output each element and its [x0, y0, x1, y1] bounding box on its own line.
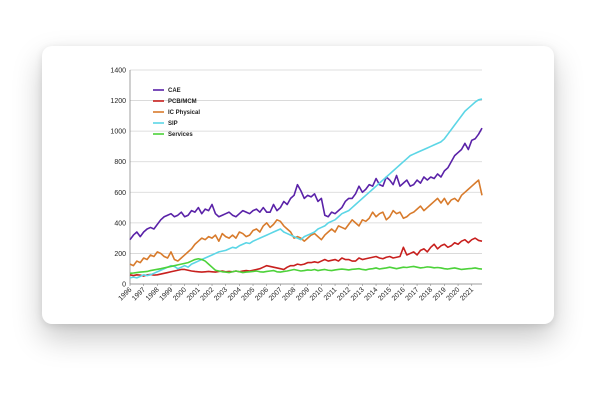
- x-tick-label: 2021: [459, 286, 475, 302]
- x-tick-label: 2012: [336, 286, 352, 302]
- x-tick-label: 1998: [145, 286, 161, 302]
- series-line-cae: [129, 127, 483, 241]
- x-axis: 1996199719981999200020012002200320042005…: [117, 283, 482, 302]
- x-tick-label: 2013: [350, 286, 366, 302]
- x-tick-label: 2000: [172, 286, 188, 302]
- legend: CAE PCB/MCM IC Physical SIP Services: [153, 88, 200, 138]
- y-tick-label: 800: [114, 159, 126, 166]
- x-tick-label: 2011: [323, 286, 339, 302]
- x-tick-label: 2005: [240, 286, 256, 302]
- series-line-services: [129, 257, 483, 275]
- y-tick-label: 0: [122, 282, 126, 289]
- legend-label: CAE: [168, 88, 181, 94]
- series-lines: [129, 98, 483, 279]
- x-tick-label: 2020: [446, 286, 462, 302]
- x-tick-label: 2003: [213, 286, 229, 302]
- x-tick-label: 2009: [295, 286, 311, 302]
- x-tick-label: 2002: [199, 286, 215, 302]
- x-tick-label: 2007: [268, 286, 284, 302]
- x-tick-label: 2018: [418, 286, 434, 302]
- y-axis: 0 200 400 600 800 1000 1200 1400: [110, 68, 131, 289]
- x-tick-label: 2017: [405, 286, 421, 302]
- y-tick-label: 600: [114, 190, 126, 197]
- x-tick-label: 1996: [117, 286, 133, 302]
- x-tick-label: 1999: [158, 286, 174, 302]
- x-tick-label: 2006: [254, 286, 270, 302]
- legend-label: IC Physical: [168, 110, 200, 116]
- y-tick-label: 200: [114, 251, 126, 258]
- x-tick-label: 2019: [432, 286, 448, 302]
- x-tick-label: 2010: [309, 286, 325, 302]
- y-tick-label: 1400: [110, 68, 126, 75]
- x-tick-label: 2016: [391, 286, 407, 302]
- x-tick-label: 2004: [227, 286, 243, 302]
- x-tick-label: 2015: [377, 286, 393, 302]
- y-tick-label: 400: [114, 220, 126, 227]
- legend-label: SIP: [168, 121, 178, 127]
- x-tick-label: 1997: [131, 286, 147, 302]
- x-tick-label: 2001: [186, 286, 202, 302]
- legend-label: Services: [168, 132, 193, 138]
- y-tick-label: 1000: [110, 129, 126, 136]
- y-tick-label: 1200: [110, 98, 126, 105]
- series-line-ic-physical: [129, 179, 483, 267]
- x-tick-label: 2008: [281, 286, 297, 302]
- series-line-pcb-mcm: [129, 237, 483, 277]
- x-tick-label: 2014: [364, 286, 380, 302]
- series-line-sip: [129, 98, 483, 279]
- legend-label: PCB/MCM: [168, 99, 197, 105]
